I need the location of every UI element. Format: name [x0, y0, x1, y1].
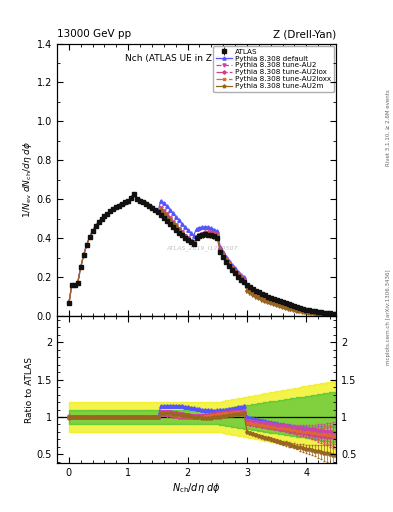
Text: mcplots.cern.ch [arXiv:1306.3436]: mcplots.cern.ch [arXiv:1306.3436]: [386, 270, 391, 365]
Y-axis label: Ratio to ATLAS: Ratio to ATLAS: [25, 357, 34, 423]
Text: Nch (ATLAS UE in Z production): Nch (ATLAS UE in Z production): [125, 54, 268, 63]
Text: ATLAS_2019_I1739507: ATLAS_2019_I1739507: [166, 245, 238, 251]
Legend: ATLAS, Pythia 8.308 default, Pythia 8.308 tune-AU2, Pythia 8.308 tune-AU2lox, Py: ATLAS, Pythia 8.308 default, Pythia 8.30…: [213, 46, 334, 92]
Y-axis label: $1/N_\mathrm{ev}\ dN_\mathrm{ch}/d\eta\ d\phi$: $1/N_\mathrm{ev}\ dN_\mathrm{ch}/d\eta\ …: [21, 141, 34, 218]
Text: 13000 GeV pp: 13000 GeV pp: [57, 29, 131, 39]
Text: Z (Drell-Yan): Z (Drell-Yan): [273, 29, 336, 39]
X-axis label: $N_\mathrm{ch}/d\eta\ d\phi$: $N_\mathrm{ch}/d\eta\ d\phi$: [172, 481, 221, 495]
Text: Rivet 3.1.10, ≥ 2.6M events: Rivet 3.1.10, ≥ 2.6M events: [386, 90, 391, 166]
